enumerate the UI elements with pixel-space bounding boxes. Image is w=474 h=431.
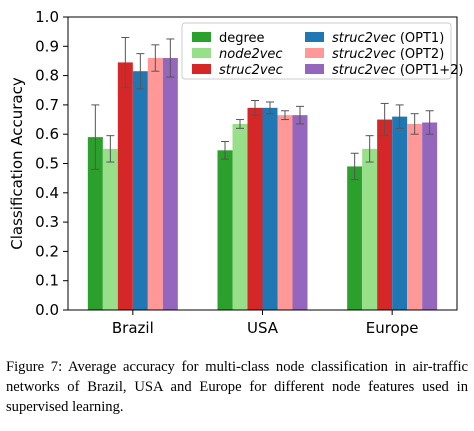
bar [278, 115, 293, 310]
legend-label: struc2vec [219, 63, 283, 78]
y-tick-label: 0.4 [35, 184, 59, 202]
bar [293, 115, 308, 310]
legend-label-suffix: (OPT1) [396, 31, 445, 46]
y-tick-label: 0.0 [35, 301, 59, 319]
legend-label: struc2vec (OPT1+2) [332, 63, 463, 78]
bar [422, 122, 437, 310]
y-tick-label: 0.1 [35, 272, 59, 290]
y-tick-label: 0.5 [35, 155, 59, 173]
bar [362, 149, 377, 310]
legend-label-suffix: (OPT2) [396, 47, 445, 62]
bar [218, 150, 233, 310]
y-tick-label: 0.9 [35, 37, 59, 55]
y-tick-label: 0.2 [35, 242, 59, 260]
bar [163, 58, 178, 310]
legend-label-name: struc2vec [332, 63, 396, 78]
y-axis-label: Classification Accuracy [8, 77, 26, 250]
y-tick-label: 0.6 [35, 125, 59, 143]
bar [133, 71, 148, 310]
legend-swatch [305, 64, 324, 74]
legend-swatch [192, 32, 211, 42]
x-tick-label: Europe [366, 319, 419, 337]
legend-label-name: struc2vec [332, 31, 396, 46]
legend-label: struc2vec (OPT2) [332, 47, 444, 62]
legend-label: node2vec [219, 47, 283, 62]
legend-label-name: struc2vec [219, 63, 283, 78]
legend-label-name: struc2vec [332, 47, 396, 62]
figure-caption: Figure 7: Average accuracy for multi-cla… [6, 357, 468, 417]
bar [347, 166, 362, 310]
bar-chart: 0.0 0.1 0.2 0.3 0.4 0.5 0.6 0.7 0.8 0.9 1.0 Classif… [0, 0, 474, 350]
legend-label-name: degree [219, 31, 265, 46]
x-tick-label: USA [247, 319, 279, 337]
legend-swatch [192, 64, 211, 74]
y-tick-label: 0.8 [35, 67, 59, 85]
bar [248, 108, 263, 310]
bar [377, 120, 392, 310]
bar [148, 58, 163, 310]
legend-swatch [305, 32, 324, 42]
bar [233, 124, 248, 310]
bar [392, 117, 407, 310]
y-tick-label: 0.3 [35, 213, 59, 231]
legend-label: struc2vec (OPT1) [332, 31, 444, 46]
y-tick-label: 0.7 [35, 96, 59, 114]
legend-label-suffix: (OPT1+2) [396, 63, 464, 78]
bar [263, 108, 278, 310]
bar [407, 124, 422, 310]
x-tick-label: Brazil [112, 319, 154, 337]
y-tick-label: 1.0 [35, 8, 59, 26]
legend-label: degree [219, 31, 265, 46]
bar [103, 149, 118, 310]
legend-swatch [192, 48, 211, 58]
caption-label: Figure 7: [6, 359, 62, 375]
bar [118, 62, 133, 310]
legend-label-name: node2vec [219, 47, 283, 62]
legend-swatch [305, 48, 324, 58]
caption-text: Average accuracy for multi-class node cl… [6, 359, 468, 415]
